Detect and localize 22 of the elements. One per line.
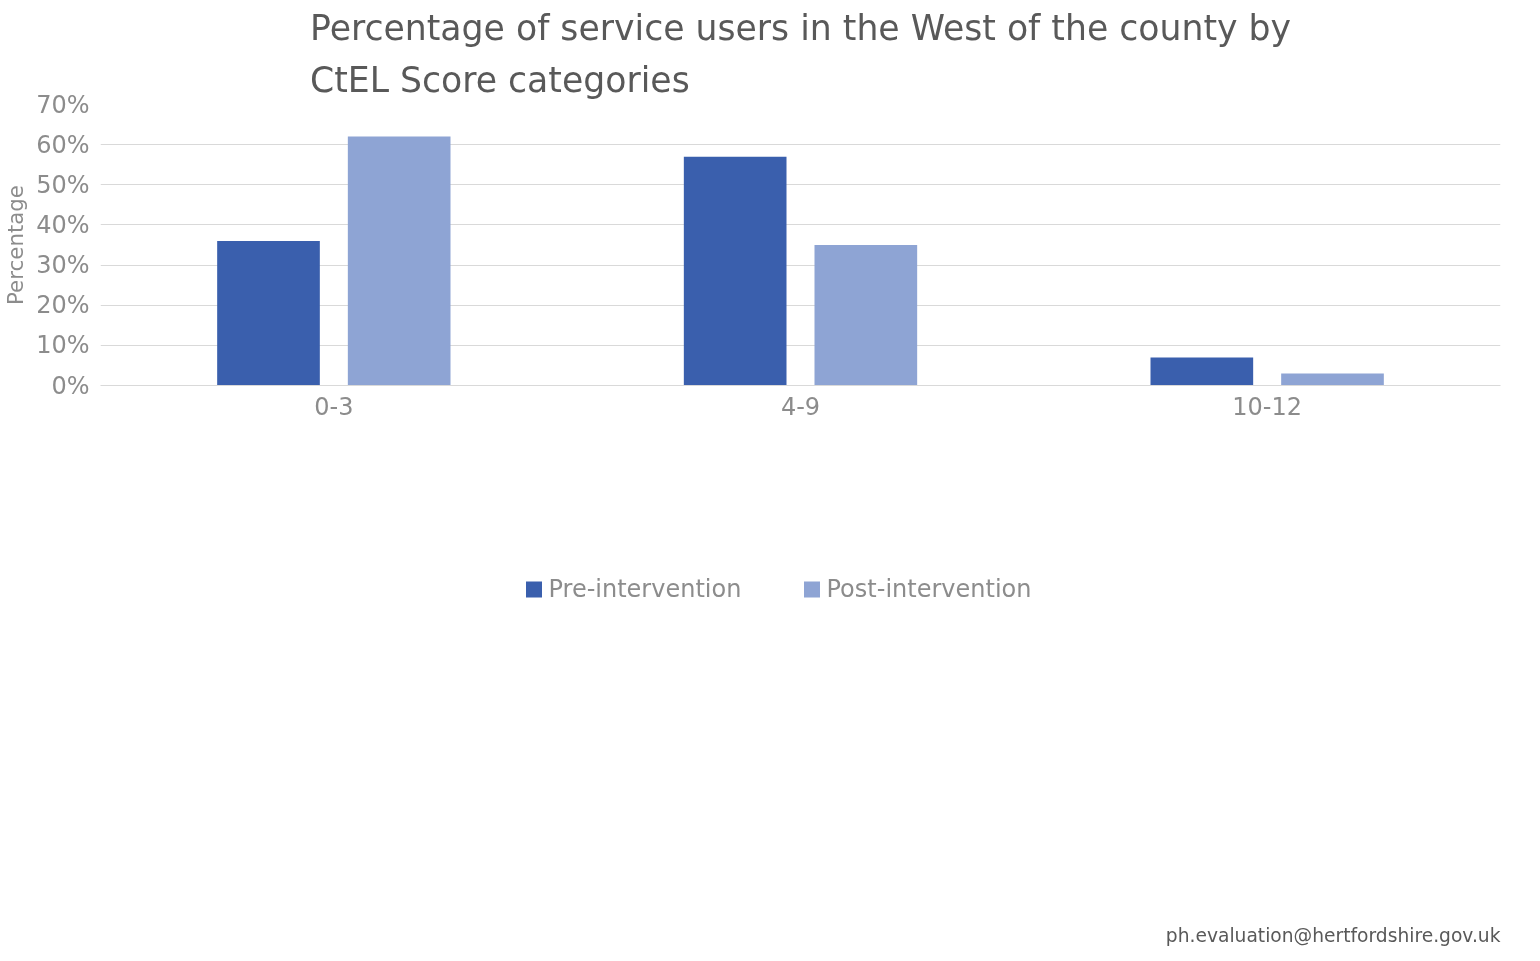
y-tick-label: 20% bbox=[36, 291, 90, 320]
y-tick-label: 70% bbox=[36, 90, 90, 119]
x-tick-label: 10-12 bbox=[1232, 392, 1303, 421]
bar bbox=[1150, 357, 1254, 386]
y-tick-label: 0% bbox=[51, 371, 90, 400]
y-axis-title: Percentage bbox=[3, 185, 29, 305]
y-tick-label: 50% bbox=[36, 170, 90, 199]
x-tick-label: 4-9 bbox=[780, 392, 821, 421]
chart-title: Percentage of service users in the West of the county by CtEL Score categories bbox=[309, 7, 1292, 100]
bar bbox=[217, 240, 320, 386]
legend-label: Pre-intervention bbox=[548, 573, 743, 604]
bar bbox=[814, 245, 918, 386]
y-tick-label: 30% bbox=[36, 251, 90, 280]
bar bbox=[347, 136, 451, 386]
y-tick-label: 60% bbox=[36, 130, 90, 159]
y-tick-label: 10% bbox=[36, 331, 90, 360]
x-tick-label: 0-3 bbox=[314, 392, 354, 421]
legend-label: Post-intervention bbox=[826, 573, 1033, 604]
bar bbox=[1281, 373, 1384, 386]
bar bbox=[683, 156, 787, 386]
y-tick-label: 40% bbox=[36, 210, 90, 239]
text: ph.evaluation@hertfordshire.gov.uk bbox=[1165, 924, 1501, 946]
